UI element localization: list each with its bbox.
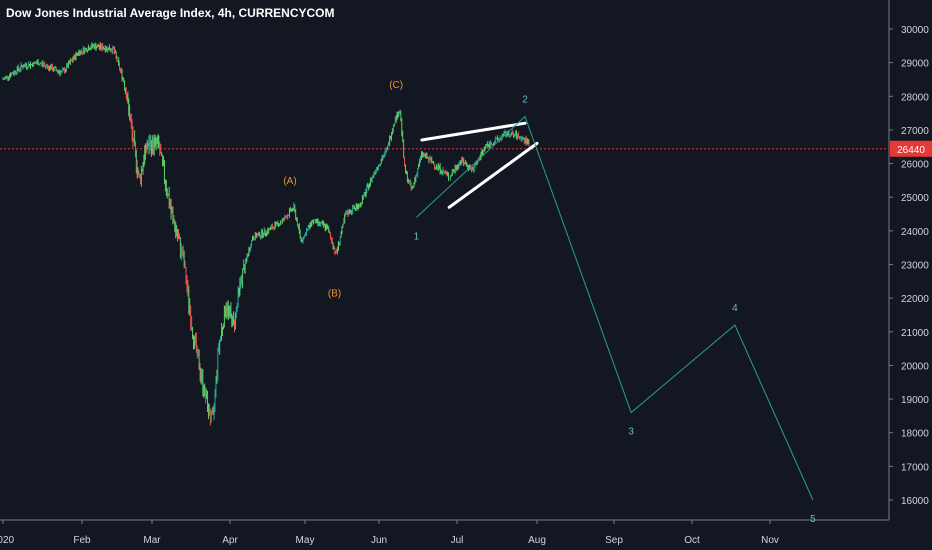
current-price-badge <box>890 140 932 157</box>
y-tick-label: 24000 <box>901 227 929 238</box>
x-tick-label: Mar <box>143 535 161 546</box>
y-tick-label: 19000 <box>901 395 929 406</box>
x-tick-label: Apr <box>222 535 238 546</box>
elliott-projection-line <box>416 115 814 501</box>
x-tick-label: Sep <box>605 535 623 546</box>
y-tick-label: 27000 <box>901 126 929 137</box>
wave-number-label: 3 <box>628 427 634 438</box>
y-tick-label: 29000 <box>901 59 929 70</box>
x-tick-label: May <box>296 535 315 546</box>
x-tick-label: Nov <box>761 535 779 546</box>
y-tick-label: 28000 <box>901 92 929 103</box>
x-tick-label: Feb <box>73 535 91 546</box>
y-tick-label: 16000 <box>901 496 929 507</box>
y-tick-label: 18000 <box>901 429 929 440</box>
y-tick-label: 22000 <box>901 294 929 305</box>
y-tick-label: 20000 <box>901 361 929 372</box>
wave-letter-label: (A) <box>283 176 296 187</box>
y-tick-label: 25000 <box>901 193 929 204</box>
chart-title: Dow Jones Industrial Average Index, 4h, … <box>6 6 335 20</box>
x-tick-label: Oct <box>684 535 700 546</box>
wave-number-label: 5 <box>810 514 816 525</box>
x-tick-label: 2020 <box>0 535 15 546</box>
wave-letter-label: (C) <box>389 80 403 91</box>
x-tick-label: Jun <box>371 535 387 546</box>
wave-number-label: 4 <box>732 303 738 314</box>
x-tick-label: Jul <box>451 535 464 546</box>
wave-number-label: 2 <box>522 94 528 105</box>
y-tick-label: 17000 <box>901 462 929 473</box>
wave-letter-label: (B) <box>328 288 341 299</box>
x-tick-label: Aug <box>528 535 546 546</box>
y-tick-label: 21000 <box>901 328 929 339</box>
y-tick-label: 30000 <box>901 25 929 36</box>
y-tick-label: 26000 <box>901 160 929 171</box>
candles <box>2 41 530 426</box>
current-price-label: 26440 <box>897 145 925 156</box>
wave-number-label: 1 <box>414 231 420 242</box>
y-tick-label: 23000 <box>901 261 929 272</box>
wedge-trendline <box>447 141 539 209</box>
wedge-trendline <box>420 121 527 142</box>
